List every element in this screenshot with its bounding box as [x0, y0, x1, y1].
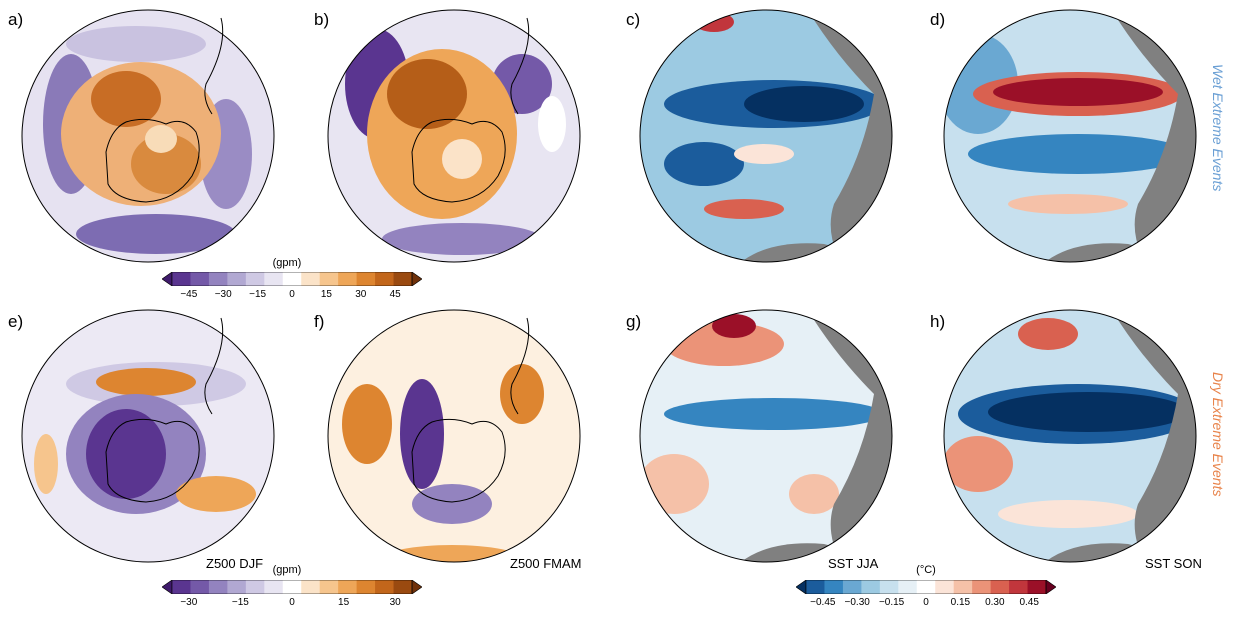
globe-map-f: [327, 309, 581, 563]
colorbar-segment: [208, 272, 228, 286]
colorbar-tick-label: 30: [389, 597, 401, 608]
colorbar-segment: [338, 580, 358, 594]
panel-label-c: c): [626, 10, 641, 29]
colorbar-3: [796, 580, 1056, 594]
colorbar-segment: [319, 580, 339, 594]
globe-map-d: [943, 9, 1197, 263]
colorbar-segment: [916, 580, 936, 594]
colorbar-segment: [861, 580, 881, 594]
globe-map-c: [639, 9, 893, 263]
colorbar-tick-label: 0.15: [950, 597, 971, 608]
colorbar-frame: [805, 580, 1047, 594]
colorbar-segment: [338, 272, 358, 286]
colorbar-segment: [245, 272, 265, 286]
colorbar-segment: [375, 580, 395, 594]
panel-label-d: d): [930, 10, 946, 29]
colorbar-segment: [282, 580, 302, 594]
globe-map-a: [21, 9, 275, 263]
colorbar-segment: [898, 580, 918, 594]
caption-e: Z500 DJF: [206, 556, 264, 571]
colorbar-segment: [806, 580, 825, 594]
colorbar-1-ticks: −45 −30 −15 0 15 30 45: [162, 289, 422, 303]
colorbar-tick-label: 45: [389, 289, 401, 300]
colorbar-segment: [190, 272, 210, 286]
colorbar-1-units: (gpm): [272, 257, 302, 269]
globe-map-h: [943, 309, 1197, 563]
colorbar-extend-high: [411, 272, 422, 286]
colorbar-segment: [356, 580, 376, 594]
colorbar-tick-label: 0: [289, 597, 295, 608]
colorbar-segment: [356, 272, 376, 286]
colorbar-2: [162, 580, 422, 594]
colorbar-segment: [953, 580, 973, 594]
panel-label-a: a): [8, 10, 24, 29]
caption-g: SST JJA: [828, 556, 879, 571]
colorbar-2-ticks: −30 −15 0 15 30: [162, 597, 422, 611]
colorbar-tick-label: −0.45: [810, 597, 836, 608]
colorbar-segment: [824, 580, 844, 594]
globe-map-e: [21, 309, 275, 563]
colorbar-tick-label: −0.15: [878, 597, 905, 608]
colorbar-tick-label: −45: [180, 289, 198, 300]
colorbar-tick-label: −30: [180, 597, 198, 608]
colorbar-frame: [171, 272, 413, 286]
colorbar-segment: [990, 580, 1010, 594]
colorbar-segment: [245, 580, 265, 594]
colorbar-3-ticks: −0.45 −0.30 −0.15 0 0.15 0.30 0.45: [796, 597, 1056, 611]
side-title-dry: Dry Extreme Events: [1210, 372, 1226, 497]
colorbar-extend-high: [411, 580, 422, 594]
colorbar-3-units: (°C): [916, 564, 936, 576]
colorbar-tick-label: 0: [923, 597, 929, 608]
globe-map-g: [639, 309, 893, 563]
colorbar-extend-low: [162, 272, 173, 286]
colorbar-segment: [301, 272, 321, 286]
panel-label-f: f): [314, 312, 325, 331]
colorbar-tick-label: 0: [289, 289, 295, 300]
colorbar-segment: [393, 272, 413, 286]
colorbar-tick-label: 15: [338, 597, 350, 608]
globe-map-b: [327, 9, 581, 263]
colorbar-segment: [1009, 580, 1029, 594]
panel-label-h: h): [930, 312, 946, 331]
side-title-wet: Wet Extreme Events: [1210, 64, 1226, 192]
colorbar-tick-label: 0.45: [1019, 597, 1039, 608]
colorbar-segment: [172, 272, 191, 286]
colorbar-tick-label: 0.30: [985, 597, 1005, 608]
panel-label-e: e): [8, 312, 24, 331]
colorbar-segment: [393, 580, 413, 594]
colorbar-segment: [301, 580, 321, 594]
colorbar-segment: [935, 580, 955, 594]
colorbar-segment: [227, 580, 247, 594]
colorbar-tick-label: −15: [231, 597, 249, 608]
colorbar-segment: [375, 272, 395, 286]
colorbar-tick-label: 15: [320, 289, 332, 300]
caption-f: Z500 FMAM: [510, 556, 582, 571]
colorbar-tick-label: 30: [355, 289, 367, 300]
colorbar-segment: [842, 580, 862, 594]
colorbar-segment: [264, 272, 284, 286]
colorbar-segment: [227, 272, 247, 286]
colorbar-segment: [172, 580, 191, 594]
colorbar-segment: [319, 272, 339, 286]
colorbar-extend-high: [1045, 580, 1056, 594]
colorbar-segment: [208, 580, 228, 594]
colorbar-1: [162, 272, 422, 286]
colorbar-tick-label: −15: [249, 289, 267, 300]
colorbar-segment: [1027, 580, 1047, 594]
colorbar-extend-low: [162, 580, 173, 594]
colorbar-tick-label: −0.30: [844, 597, 870, 608]
colorbar-tick-label: −30: [214, 289, 232, 300]
colorbar-segment: [879, 580, 899, 594]
panel-label-g: g): [626, 312, 642, 331]
colorbar-segment: [282, 272, 302, 286]
caption-h: SST SON: [1145, 556, 1202, 571]
colorbar-2-units: (gpm): [272, 564, 302, 576]
colorbar-frame: [171, 580, 413, 594]
colorbar-segment: [190, 580, 210, 594]
colorbar-extend-low: [796, 580, 807, 594]
colorbar-segment: [264, 580, 284, 594]
panel-label-b: b): [314, 10, 330, 29]
colorbar-segment: [972, 580, 992, 594]
